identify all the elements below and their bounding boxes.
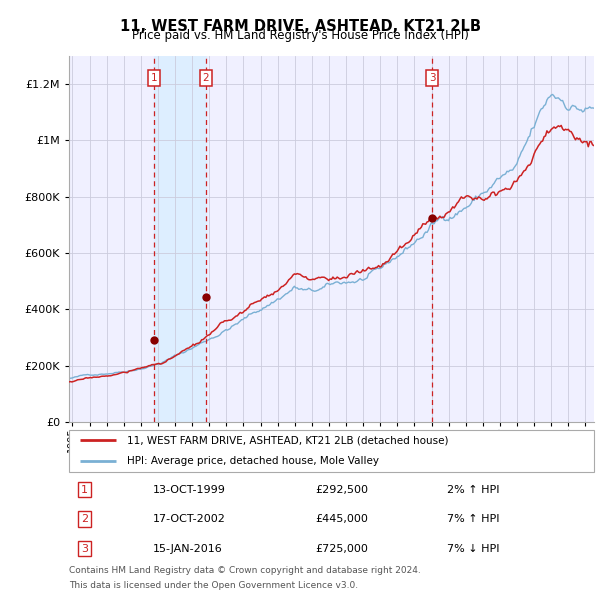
Text: Contains HM Land Registry data © Crown copyright and database right 2024.: Contains HM Land Registry data © Crown c… bbox=[69, 566, 421, 575]
Text: £725,000: £725,000 bbox=[316, 544, 368, 553]
Text: HPI: Average price, detached house, Mole Valley: HPI: Average price, detached house, Mole… bbox=[127, 457, 379, 466]
Text: 11, WEST FARM DRIVE, ASHTEAD, KT21 2LB: 11, WEST FARM DRIVE, ASHTEAD, KT21 2LB bbox=[119, 19, 481, 34]
Text: 1: 1 bbox=[151, 73, 158, 83]
FancyBboxPatch shape bbox=[69, 430, 594, 472]
Text: 17-OCT-2002: 17-OCT-2002 bbox=[153, 514, 226, 524]
Text: £292,500: £292,500 bbox=[316, 485, 369, 494]
Text: 15-JAN-2016: 15-JAN-2016 bbox=[153, 544, 223, 553]
Text: 2% ↑ HPI: 2% ↑ HPI bbox=[447, 485, 499, 494]
Text: 13-OCT-1999: 13-OCT-1999 bbox=[153, 485, 226, 494]
Text: 1: 1 bbox=[81, 485, 88, 494]
Text: This data is licensed under the Open Government Licence v3.0.: This data is licensed under the Open Gov… bbox=[69, 581, 358, 590]
Text: £445,000: £445,000 bbox=[316, 514, 368, 524]
Text: 3: 3 bbox=[81, 544, 88, 553]
Text: Price paid vs. HM Land Registry's House Price Index (HPI): Price paid vs. HM Land Registry's House … bbox=[131, 30, 469, 42]
Text: 7% ↓ HPI: 7% ↓ HPI bbox=[447, 544, 499, 553]
Bar bbox=[154, 56, 206, 422]
Text: 2: 2 bbox=[202, 73, 209, 83]
Text: 11, WEST FARM DRIVE, ASHTEAD, KT21 2LB (detached house): 11, WEST FARM DRIVE, ASHTEAD, KT21 2LB (… bbox=[127, 435, 448, 445]
Text: 3: 3 bbox=[429, 73, 436, 83]
Text: 2: 2 bbox=[81, 514, 88, 524]
Text: 7% ↑ HPI: 7% ↑ HPI bbox=[447, 514, 499, 524]
